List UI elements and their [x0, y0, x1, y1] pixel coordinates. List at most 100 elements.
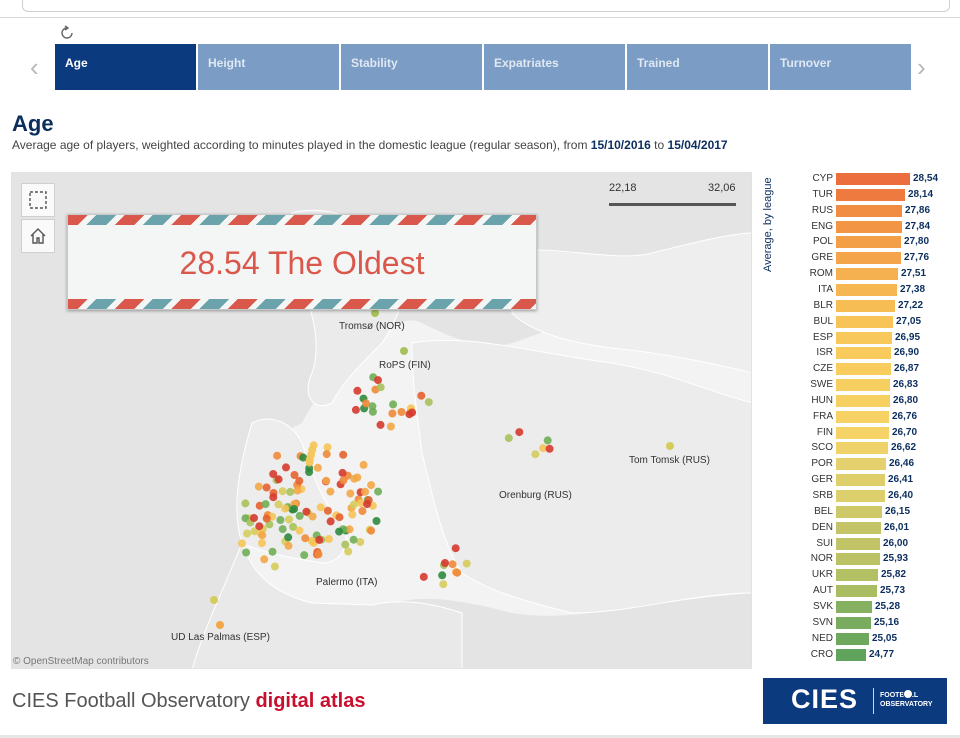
bar-row[interactable]: SWE 26,83 [805, 378, 955, 392]
club-dot[interactable] [323, 506, 332, 515]
club-dot[interactable] [300, 551, 309, 560]
bar[interactable] [836, 188, 905, 201]
bar-row[interactable]: SUI 26,00 [805, 537, 955, 551]
club-dot[interactable] [278, 487, 287, 496]
bar-row[interactable]: AUT 25,73 [805, 584, 955, 598]
bar-row[interactable]: ISR 26,90 [805, 346, 955, 360]
bar-row[interactable]: NED 25,05 [805, 632, 955, 646]
club-dot[interactable] [349, 535, 358, 544]
club-dot[interactable] [539, 444, 548, 453]
club-dot[interactable] [341, 540, 350, 549]
club-dot[interactable] [348, 510, 357, 519]
bar-row[interactable]: FRA 26,76 [805, 410, 955, 424]
bar[interactable] [836, 379, 890, 392]
club-dot[interactable] [515, 428, 524, 437]
club-dot[interactable] [448, 560, 457, 569]
club-dot[interactable] [363, 500, 372, 509]
bar-row[interactable]: SVN 25,16 [805, 616, 955, 630]
bar-row[interactable]: SCO 26,62 [805, 441, 955, 455]
club-dot[interactable] [389, 400, 398, 409]
cies-logo[interactable]: CIES FOOTBALL OBSERVATORY [763, 678, 947, 724]
reload-icon[interactable] [59, 25, 75, 41]
club-dot[interactable] [374, 376, 382, 385]
club-dot[interactable] [335, 513, 344, 522]
club-dot[interactable] [258, 531, 267, 540]
bar[interactable] [836, 410, 889, 423]
tab-trained[interactable]: Trained [627, 44, 768, 90]
bar-row[interactable]: DEN 26,01 [805, 521, 955, 535]
bar[interactable] [836, 299, 895, 312]
club-dot[interactable] [269, 493, 278, 502]
club-dot[interactable] [210, 596, 218, 604]
club-dot[interactable] [274, 475, 283, 484]
club-dot[interactable] [250, 527, 259, 536]
club-dot[interactable] [326, 487, 335, 496]
bar-row[interactable]: BLR 27,22 [805, 299, 955, 313]
bar-row[interactable]: HUN 26,80 [805, 394, 955, 408]
club-dot[interactable] [314, 550, 323, 559]
club-dot[interactable] [339, 450, 348, 459]
club-dot[interactable] [241, 499, 250, 508]
club-dot[interactable] [356, 538, 365, 546]
bar[interactable] [836, 347, 891, 360]
club-dot[interactable] [250, 514, 258, 522]
club-dot[interactable] [338, 468, 347, 477]
club-dot[interactable] [295, 476, 304, 485]
club-dot[interactable] [400, 347, 408, 355]
bar[interactable] [836, 458, 886, 471]
club-dot[interactable] [313, 463, 322, 472]
club-dot[interactable] [216, 621, 224, 629]
club-dot[interactable] [386, 422, 395, 431]
club-dot[interactable] [255, 522, 264, 531]
bar[interactable] [836, 220, 902, 233]
club-dot[interactable] [286, 487, 295, 496]
bar-row[interactable]: TUR 28,14 [805, 188, 955, 202]
club-dot[interactable] [323, 443, 332, 452]
club-dot[interactable] [282, 463, 290, 472]
chevron-left-icon[interactable]: ‹ [30, 52, 39, 82]
club-dot[interactable] [290, 505, 299, 513]
club-dot[interactable] [349, 500, 358, 509]
club-dot[interactable] [254, 482, 263, 491]
club-dot[interactable] [299, 453, 308, 462]
club-dot[interactable] [270, 562, 279, 571]
bar-row[interactable]: SVK 25,28 [805, 600, 955, 614]
club-dot[interactable] [353, 386, 362, 395]
club-dots-layer[interactable] [12, 173, 752, 669]
bar[interactable] [836, 236, 901, 249]
club-dot[interactable] [315, 535, 324, 544]
club-dot[interactable] [462, 559, 471, 568]
club-dot[interactable] [419, 572, 428, 581]
tab-expatriates[interactable]: Expatriates [484, 44, 625, 90]
bar[interactable] [836, 331, 892, 344]
club-dot[interactable] [339, 476, 348, 485]
bar-row[interactable]: CZE 26,87 [805, 362, 955, 376]
club-dot[interactable] [273, 451, 282, 460]
club-dot[interactable] [276, 516, 285, 524]
bar[interactable] [836, 173, 910, 185]
club-dot[interactable] [353, 473, 362, 482]
club-dot[interactable] [367, 526, 376, 535]
bar[interactable] [836, 204, 902, 217]
bar-row[interactable]: NOR 25,93 [805, 552, 955, 566]
bar-row[interactable]: GRE 27,76 [805, 251, 955, 265]
tab-stability[interactable]: Stability [341, 44, 482, 90]
club-dot[interactable] [371, 309, 379, 317]
marquee-select-icon[interactable] [21, 183, 55, 217]
bar[interactable] [836, 363, 891, 376]
club-dot[interactable] [372, 517, 381, 525]
club-dot[interactable] [322, 450, 331, 459]
club-dot[interactable] [368, 402, 377, 411]
club-dot[interactable] [284, 541, 293, 550]
club-dot[interactable] [281, 504, 290, 513]
club-dot[interactable] [345, 525, 354, 534]
club-dot[interactable] [316, 503, 325, 512]
club-dot[interactable] [307, 537, 316, 545]
club-dot[interactable] [543, 436, 552, 445]
club-dot[interactable] [326, 517, 335, 526]
chevron-right-icon[interactable]: › [917, 52, 926, 82]
club-dot[interactable] [242, 548, 251, 557]
bar-row[interactable]: BUL 27,05 [805, 315, 955, 329]
club-dot[interactable] [261, 500, 270, 509]
bar[interactable] [836, 442, 888, 455]
